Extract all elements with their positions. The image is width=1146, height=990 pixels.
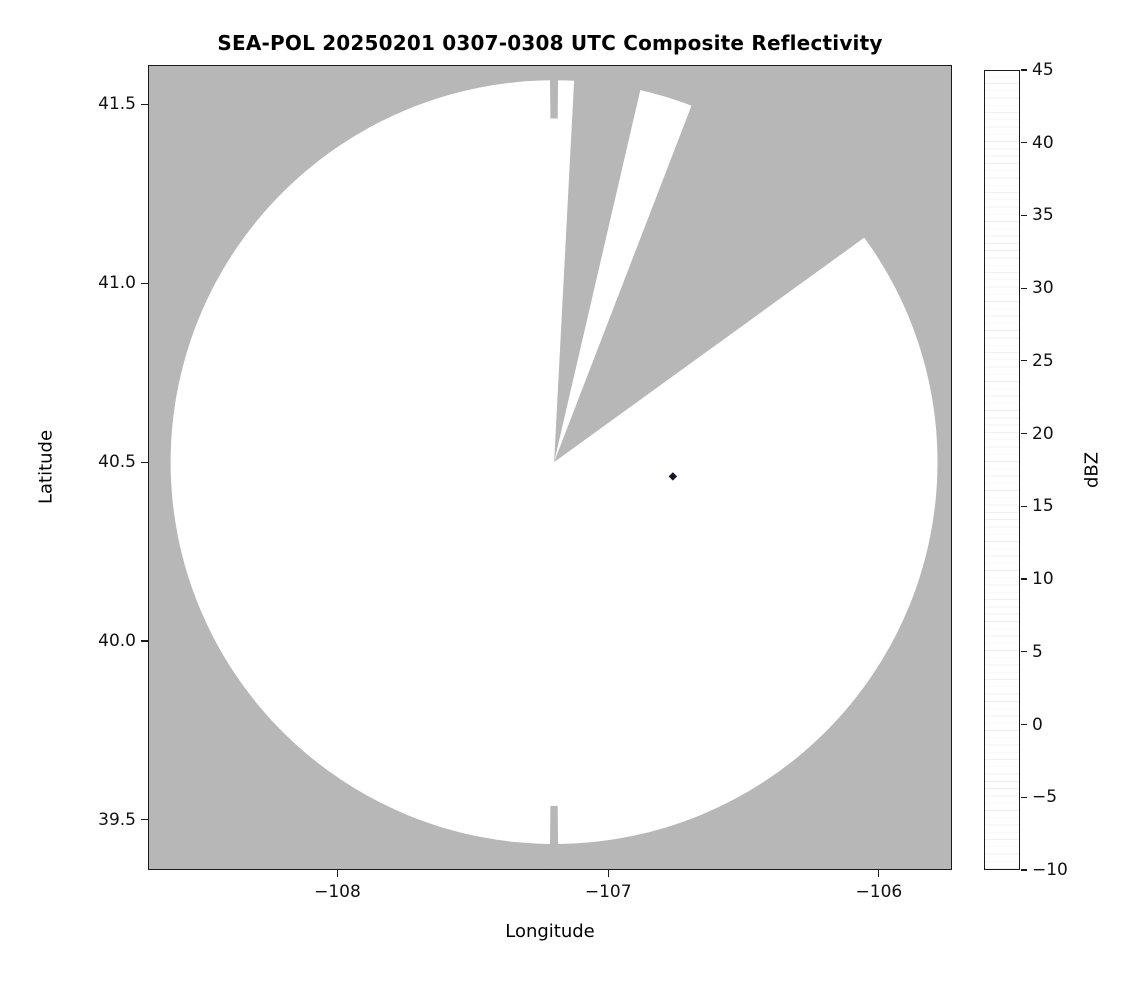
figure-title: SEA-POL 20250201 0307-0308 UTC Composite… [217,31,883,55]
colorbar-tick-mark [1021,287,1027,289]
colorbar-tick-label: −5 [1032,787,1058,808]
y-tick-mark [141,103,148,105]
colorbar-tick-mark [1021,723,1027,726]
colorbar-tick-mark [1021,505,1027,507]
colorbar-tick-mark [1021,142,1027,144]
x-tick-mark [336,870,339,877]
colorbar-tick-label: 0 [1032,714,1043,735]
x-tick-label: −108 [314,882,361,902]
x-axis-label: Longitude [505,921,595,942]
colorbar-tick-label: 10 [1032,569,1054,590]
y-tick-label: 40.5 [98,452,136,473]
colorbar-tick-mark [1021,796,1027,798]
plot-area [148,65,952,870]
colorbar-tick-label: 5 [1032,641,1043,662]
y-tick-mark [141,819,148,821]
colorbar-tick-mark [1021,578,1027,580]
colorbar-tick-mark [1021,433,1027,435]
colorbar-tick-mark [1021,69,1027,71]
seam-notch-1 [549,805,559,869]
y-tick-label: 41.5 [98,94,136,115]
colorbar-tick-mark [1021,869,1027,871]
x-tick-mark [878,870,880,877]
echo-point-0 [668,472,678,481]
radar-coverage-svg [170,66,951,869]
y-axis-label: Latitude [35,429,57,505]
colorbar-tick-label: 30 [1032,278,1054,299]
y-tick-mark [141,640,148,642]
y-tick-mark [141,461,148,463]
colorbar-tick-label: −10 [1032,860,1068,880]
colorbar-label: dBZ [1081,451,1103,489]
colorbar-tick-label: 15 [1032,496,1054,517]
colorbar-tick-label: 45 [1032,60,1054,80]
y-tick-label: 40.0 [98,631,136,652]
colorbar-banding [985,71,1019,869]
colorbar-tick-mark [1021,360,1027,362]
colorbar-tick-mark [1021,214,1027,217]
y-tick-label: 41.0 [98,273,136,294]
blocked-sector-1 [554,66,951,463]
x-tick-label: −106 [855,882,903,902]
colorbar-tick-mark [1021,651,1027,653]
colorbar-tick-label: 20 [1032,423,1054,444]
x-tick-label: −107 [584,882,632,902]
colorbar-tick-label: 25 [1032,350,1054,371]
x-tick-mark [607,870,609,877]
colorbar-tick-label: 40 [1032,132,1054,153]
y-tick-label: 39.5 [98,809,136,830]
colorbar-tick-label: 35 [1032,205,1054,226]
y-tick-mark [141,282,148,284]
colorbar [984,70,1020,870]
seam-notch-0 [549,66,559,119]
